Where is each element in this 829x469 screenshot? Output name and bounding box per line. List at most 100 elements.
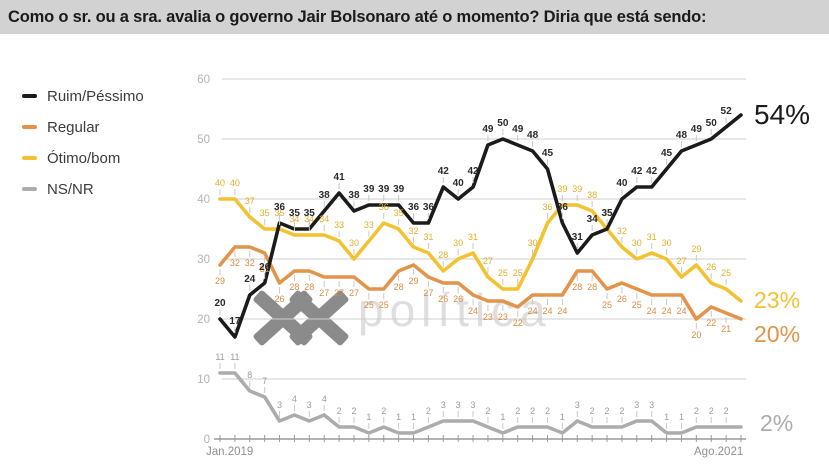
point-label: 2 — [619, 406, 624, 416]
point-label: 25 — [379, 300, 389, 310]
y-tick-label-60: 60 — [197, 74, 210, 86]
point-label: 2 — [351, 406, 356, 416]
point-label: 2 — [709, 406, 714, 416]
point-label: 40 — [616, 178, 628, 189]
point-label: 2 — [381, 406, 386, 416]
y-tick-label-10: 10 — [197, 374, 210, 386]
point-label: 2 — [590, 406, 595, 416]
point-label: 27 — [676, 256, 686, 266]
point-label: 28 — [587, 282, 597, 292]
point-label: 30 — [453, 238, 463, 248]
legend-label-otimo-bom: Ótimo/bom — [47, 149, 121, 167]
end-label-otimo-bom: 23% — [754, 287, 801, 313]
point-label: 3 — [634, 400, 639, 410]
point-label: 2 — [515, 406, 520, 416]
y-tick-label-20: 20 — [197, 314, 210, 326]
point-label: 1 — [500, 412, 505, 422]
question-title: Como o sr. ou a sra. avalia o governo Ja… — [8, 7, 707, 26]
point-label: 39 — [378, 184, 390, 195]
legend-dash-otimo-bom — [22, 156, 37, 160]
point-label: 3 — [649, 400, 654, 410]
point-label: 31 — [572, 232, 584, 243]
series-line-1 — [218, 245, 743, 321]
point-label: 39 — [572, 184, 582, 194]
point-label: 28 — [572, 282, 582, 292]
point-label: 24 — [528, 306, 538, 316]
point-label: 22 — [513, 318, 523, 328]
point-label: 11 — [230, 352, 239, 362]
point-label: 48 — [676, 130, 688, 141]
point-label: 24 — [542, 306, 552, 316]
point-label: 36 — [408, 202, 420, 213]
point-label: 33 — [364, 220, 374, 230]
point-label: 42 — [467, 166, 479, 177]
point-label: 23 — [498, 312, 508, 322]
point-label: 1 — [366, 412, 371, 422]
point-label: 49 — [482, 124, 494, 135]
point-label: 4 — [292, 394, 297, 404]
point-label: 23 — [483, 312, 493, 322]
point-label: 31 — [647, 232, 657, 242]
point-label: 45 — [661, 148, 673, 159]
point-label: 41 — [334, 172, 346, 183]
point-label: 49 — [512, 124, 524, 135]
point-label: 25 — [513, 268, 523, 278]
point-label: 34 — [587, 214, 599, 225]
point-label: 11 — [215, 352, 224, 362]
legend-item-ruim-pessimo: Ruim/Péssimo — [22, 86, 144, 106]
legend-item-regular: Regular — [22, 117, 144, 137]
legend-item-otimo-bom: Ótimo/bom — [22, 148, 144, 168]
point-label: 36 — [542, 202, 552, 212]
point-label: 2 — [426, 406, 431, 416]
watermark-text: política — [358, 284, 552, 336]
point-label: 37 — [245, 196, 255, 206]
point-label: 20 — [691, 330, 701, 340]
point-label: 2 — [530, 406, 535, 416]
point-label: 35 — [304, 208, 316, 219]
point-label: 29 — [215, 276, 225, 286]
point-label: 35 — [394, 208, 404, 218]
point-label: 2 — [485, 406, 490, 416]
point-label: 4 — [322, 394, 327, 404]
point-label: 20 — [214, 298, 226, 309]
point-label: 31 — [423, 232, 433, 242]
legend-dash-ruim-pessimo — [22, 94, 37, 98]
point-label: 42 — [646, 166, 658, 177]
point-label: 24 — [244, 274, 256, 285]
point-label: 2 — [545, 406, 550, 416]
point-label: 39 — [393, 184, 405, 195]
point-label: 3 — [471, 400, 476, 410]
legend-label-regular: Regular — [47, 118, 100, 136]
point-label: 25 — [632, 300, 642, 310]
series-line-2 — [218, 197, 743, 303]
point-label: 32 — [245, 258, 255, 268]
point-label: 1 — [560, 412, 565, 422]
point-label: 26 — [706, 262, 716, 272]
point-label: 24 — [662, 306, 672, 316]
point-label: 26 — [438, 294, 448, 304]
point-label: 38 — [587, 190, 597, 200]
y-tick-label-30: 30 — [197, 254, 210, 266]
point-label: 2 — [605, 406, 610, 416]
point-label: 1 — [396, 412, 401, 422]
point-label: 52 — [721, 106, 733, 117]
point-label: 21 — [721, 324, 731, 334]
y-tick-label-50: 50 — [197, 134, 210, 146]
point-label: 26 — [259, 262, 271, 273]
legend-item-ns-nr: NS/NR — [22, 179, 144, 199]
point-label: 38 — [319, 190, 331, 201]
point-label: 1 — [679, 412, 684, 422]
point-label: 40 — [215, 178, 225, 188]
point-label: 2 — [724, 406, 729, 416]
x-axis-start-label: Jan.2019 — [206, 446, 254, 458]
point-label: 3 — [307, 400, 312, 410]
legend-label-ruim-pessimo: Ruim/Péssimo — [47, 87, 144, 105]
series-line-3 — [218, 371, 743, 435]
point-label: 35 — [260, 208, 270, 218]
point-label: 2 — [694, 406, 699, 416]
point-label: 48 — [527, 130, 539, 141]
point-label: 27 — [334, 288, 344, 298]
point-label: 26 — [453, 294, 463, 304]
point-label: 42 — [631, 166, 643, 177]
